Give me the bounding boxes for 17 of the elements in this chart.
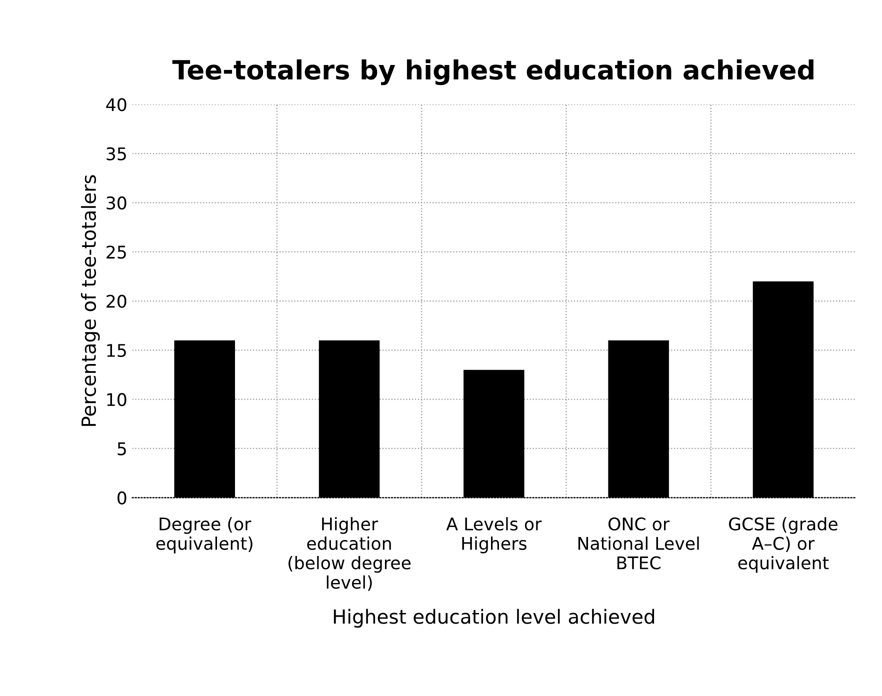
y-tick-label: 5	[118, 442, 126, 456]
chart-title: Tee-totalers by highest education achieved	[172, 59, 814, 86]
y-axis-title: Percentage of tee-totalers	[80, 175, 100, 426]
y-tick-label: 40	[106, 98, 126, 112]
x-tick-label: Degree (or equivalent)	[156, 517, 252, 554]
x-tick-label: GCSE (grade A–C) or equivalent	[729, 517, 838, 573]
y-tick-label: 25	[106, 246, 126, 259]
x-tick-label: A Levels or Highers	[446, 517, 542, 554]
y-tick-label: 30	[106, 196, 126, 210]
y-tick-label: 15	[107, 344, 126, 358]
y-tick-label: 0	[118, 491, 126, 504]
y-tick-label: 20	[106, 294, 126, 308]
y-tick-label: 35	[106, 147, 126, 160]
x-tick-label: ONC or National Level BTEC	[578, 517, 699, 570]
x-tick-label: Higher education (below degree level)	[288, 517, 411, 591]
y-tick-label: 10	[107, 393, 126, 406]
x-axis-title: Highest education level achieved	[334, 608, 654, 628]
